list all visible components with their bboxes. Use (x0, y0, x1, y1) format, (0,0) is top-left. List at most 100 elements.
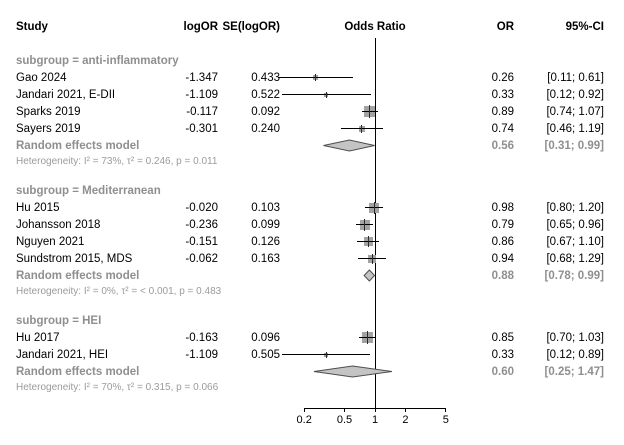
ref-line (375, 395, 376, 403)
plot-cell (280, 329, 470, 346)
study-name: Nguyen 2021 (16, 235, 85, 248)
se-value: 0.099 (251, 218, 280, 231)
summary-row: Random effects model 0.88 [0.78; 0.99] (16, 267, 610, 284)
plot-cell (280, 52, 470, 69)
plot-cell (280, 182, 470, 199)
logor-value: -0.117 (186, 105, 218, 118)
plot-cell (280, 380, 470, 395)
study-row: Hu 2017 -0.163 0.096 0.85 [0.70; 1.03] (16, 329, 610, 346)
col-header-study: Study (16, 21, 48, 33)
col-header-odds-ratio: Odds Ratio (344, 21, 406, 33)
subgroup-label: subgroup = Mediterranean (16, 184, 161, 197)
study-row: Gao 2024 -1.347 0.433 0.26 [0.11; 0.61] (16, 69, 610, 86)
ref-line (375, 154, 376, 169)
or-value: 0.33 (491, 88, 514, 101)
ci-value: [0.80; 1.20] (546, 201, 604, 214)
ref-line (375, 52, 376, 69)
summary-ci-value: [0.31; 0.99] (544, 139, 604, 152)
ci-value: [0.65; 0.96] (546, 218, 604, 231)
ci-value: [0.68; 1.29] (546, 252, 604, 265)
plot-cell (280, 233, 470, 250)
heterogeneity-text: Heterogeneity: I² = 0%, τ² = < 0.001, p … (16, 286, 222, 297)
ref-line (375, 69, 376, 86)
plot-cell (280, 395, 470, 403)
summary-row: Random effects model 0.60 [0.25; 1.47] (16, 363, 610, 380)
heterogeneity-row: Heterogeneity: I² = 73%, τ² = 0.246, p =… (16, 154, 610, 169)
se-value: 0.092 (251, 105, 280, 118)
plot-cell (280, 169, 470, 182)
study-name: Gao 2024 (16, 71, 67, 84)
study-row: Nguyen 2021 -0.151 0.126 0.86 [0.67; 1.10] (16, 233, 610, 250)
axis-row: 0.2 0.5 1 2 5 (16, 403, 610, 433)
logor-value: -1.109 (185, 88, 218, 101)
plot-cell: 0.2 0.5 1 2 5 (280, 403, 470, 433)
heterogeneity-row: Heterogeneity: I² = 70%, τ² = 0.315, p =… (16, 380, 610, 395)
col-header-se: SE(logOR) (222, 21, 281, 33)
axis-tick-label: 1 (371, 414, 379, 426)
or-value: 0.85 (491, 331, 514, 344)
logor-value: -0.020 (185, 201, 218, 214)
ref-line (375, 284, 376, 299)
plot-cell (280, 154, 470, 169)
col-header-logor: logOR (183, 21, 219, 33)
plot-cell (280, 346, 470, 363)
or-value: 0.26 (491, 71, 514, 84)
ci-value: [0.11; 0.61] (547, 71, 604, 84)
study-row: Sundstrom 2015, MDS -0.062 0.163 0.94 [0.68;… (16, 250, 610, 267)
plot-cell (280, 267, 470, 284)
logor-value: -0.062 (185, 252, 218, 265)
ref-line (375, 346, 376, 363)
study-row: Johansson 2018 -0.236 0.099 0.79 [0.65; 0.96… (16, 216, 610, 233)
summary-label: Random effects model (16, 365, 140, 378)
point-tick (371, 253, 373, 264)
ref-line (375, 299, 376, 312)
summary-diamond (313, 365, 393, 378)
col-header-ci: 95%-CI (565, 21, 604, 33)
summary-diamond (323, 139, 375, 152)
se-value: 0.126 (251, 235, 280, 248)
plot-cell (280, 86, 470, 103)
study-row: Sparks 2019 -0.117 0.092 0.89 [0.74; 1.07] (16, 103, 610, 120)
spacer-row (16, 299, 610, 312)
ref-line (375, 169, 376, 182)
spacer-row (16, 169, 610, 182)
study-name: Johansson 2018 (16, 218, 101, 231)
axis-tick-label: 2 (402, 414, 409, 426)
ci-value: [0.46; 1.19] (546, 122, 604, 135)
logor-value: -0.163 (185, 331, 218, 344)
ci-value: [0.70; 1.03] (546, 331, 604, 344)
logor-value: -0.301 (185, 122, 218, 135)
se-value: 0.240 (251, 122, 280, 135)
subgroup-row: subgroup = HEI (16, 312, 610, 329)
spacer-row (16, 395, 610, 403)
point-tick (325, 91, 327, 98)
study-name: Sparks 2019 (16, 105, 81, 118)
col-header-or: OR (496, 21, 514, 33)
se-value: 0.163 (251, 252, 280, 265)
header-row: Study logOR SE(logOR) Odds Ratio OR 95%-… (16, 16, 610, 38)
se-value: 0.433 (251, 71, 280, 84)
subgroup-row: subgroup = anti-inflammatory (16, 52, 610, 69)
ref-line (375, 267, 376, 284)
ref-line (375, 380, 376, 395)
se-value: 0.096 (251, 331, 280, 344)
summary-or-value: 0.88 (491, 269, 514, 282)
ref-line (375, 86, 376, 103)
summary-label: Random effects model (16, 269, 140, 282)
ref-line (375, 38, 376, 52)
heterogeneity-row: Heterogeneity: I² = 0%, τ² = < 0.001, p … (16, 284, 610, 299)
ref-line (375, 403, 376, 408)
se-value: 0.522 (251, 88, 280, 101)
ref-line (375, 312, 376, 329)
axis-tick (445, 408, 447, 412)
point-tick (325, 351, 327, 358)
subgroup-label: subgroup = anti-inflammatory (16, 54, 179, 67)
study-name: Jandari 2021, E-DII (16, 88, 116, 101)
study-row: Hu 2015 -0.020 0.103 0.98 [0.80; 1.20] (16, 199, 610, 216)
axis-tick-label: 0.2 (296, 414, 312, 426)
plot-cell (280, 363, 470, 380)
plot-cell (277, 69, 470, 86)
point-tick (367, 331, 369, 344)
study-row: Jandari 2021, E-DII -1.109 0.522 0.33 [0.12;… (16, 86, 610, 103)
